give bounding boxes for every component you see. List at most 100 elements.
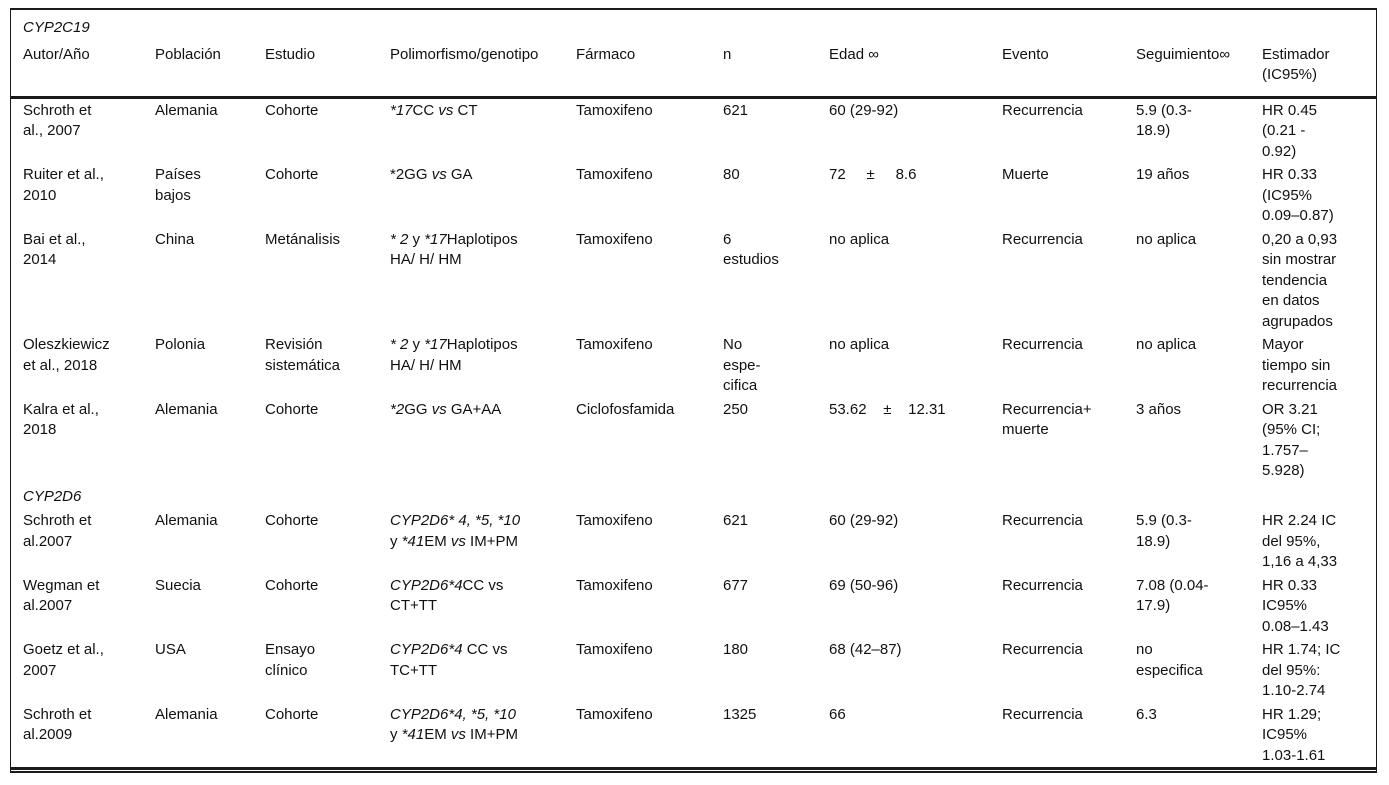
table-row: Schroth et al.2009 Alemania Cohorte CYP2D6*… (11, 702, 1376, 770)
cell-estudio: Cohorte (265, 702, 390, 770)
cell-n: 1325 (723, 702, 829, 770)
cell-evento: Recurrencia+ muerte (1002, 400, 1092, 439)
cell-farmaco: Tamoxifeno (576, 512, 653, 529)
cell-autor: Goetz et al., 2007 (23, 641, 104, 679)
cell-autor: Kalra et al., 2018 (23, 400, 99, 439)
cell-edad: 66 (829, 702, 1002, 770)
cell-evento: Recurrencia (1002, 702, 1136, 770)
cell-n: No espe- cifica (723, 336, 761, 394)
column-header-estimador: Estimador (IC95%) (1262, 42, 1376, 99)
cell-autor: Schroth et al.2007 (23, 512, 92, 550)
cell-seguimiento: no aplica (1136, 336, 1197, 353)
cell-seguimiento: 5.9 (0.3- 18.9) (1136, 101, 1192, 140)
table-row: Oleszkiewicz et al., 2018 Polonia Revisión… (11, 333, 1376, 398)
cell-polimorfismo: *17CC vs CT (390, 101, 478, 119)
cell-estimador: OR 3.21 (95% CI; 1.757– 5.928) (1262, 400, 1321, 480)
gene-section-label: CYP2D6 (23, 487, 82, 505)
cell-polimorfismo: CYP2D6*4CC vs CT+TT (390, 576, 504, 615)
cell-polimorfismo: * 2 y *17Haplotipos HA/ H/ HM (390, 230, 518, 269)
cell-evento: Recurrencia (1002, 512, 1083, 529)
cell-n: 250 (723, 400, 749, 418)
cell-autor: Oleszkiewicz et al., 2018 (23, 336, 110, 374)
cell-evento: Recurrencia (1002, 576, 1083, 594)
cell-edad: 60 (29-92) (829, 101, 899, 119)
cell-farmaco: Ciclofosfamida (576, 400, 675, 418)
cell-n: 677 (723, 576, 749, 594)
cell-n: 621 (723, 101, 749, 119)
cell-estimador: HR 0.45 (0.21 - 0.92) (1262, 101, 1318, 160)
cell-autor: Wegman et al.2007 (23, 576, 100, 615)
cell-polimorfismo: * 2 y *17Haplotipos HA/ H/ HM (390, 336, 518, 374)
table-row: Kalra et al., 2018 Alemania Cohorte *2GG vs… (11, 398, 1376, 483)
cell-estimador: HR 0.33 (IC95% 0.09–0.87) (1262, 166, 1334, 224)
cell-poblacion: Suecia (155, 576, 201, 594)
cell-poblacion: Alemania (155, 400, 218, 418)
cell-seguimiento: 6.3 (1136, 702, 1262, 770)
cell-edad: 69 (50-96) (829, 576, 899, 594)
cell-n: 80 (723, 166, 740, 183)
cell-estudio: Cohorte (265, 101, 319, 119)
column-header-polimorfismo: Polimorfismo/genotipo (390, 42, 576, 99)
table-row: Goetz et al., 2007 USA Ensayo clínico CYP2D… (11, 638, 1376, 703)
cell-estimador: HR 2.24 IC del 95%, 1,16 a 4,33 (1262, 512, 1338, 570)
column-header-seguimiento: Seguimiento∞ (1136, 42, 1262, 99)
cell-estimador: HR 1.29; IC95% 1.03-1.61 (1262, 702, 1376, 770)
cell-seguimiento: 19 años (1136, 166, 1190, 183)
cell-poblacion: Polonia (155, 336, 206, 353)
table-row: Schroth et al., 2007 Alemania Cohorte *17CC… (11, 97, 1376, 163)
cell-n: 6 estudios (723, 230, 779, 269)
cell-estudio: Cohorte (265, 576, 319, 594)
gene-section-label: CYP2C19 (23, 19, 90, 36)
cell-farmaco: Tamoxifeno (576, 166, 653, 183)
cell-estudio: Cohorte (265, 166, 319, 183)
column-header-n: n (723, 42, 829, 99)
cell-estudio: Metánalisis (265, 230, 341, 248)
cell-edad: 60 (29-92) (829, 512, 899, 529)
cell-evento: Recurrencia (1002, 230, 1083, 248)
table-row: Ruiter et al., 2010 Países bajos Cohorte *2… (11, 163, 1376, 228)
studies-table: CYP2C19 Autor/Año Población Estudio Polimorf… (11, 10, 1376, 770)
cell-polimorfismo: CYP2D6* 4, *5, *10 y *41EM vs IM+PM (390, 512, 521, 550)
studies-table-frame: CYP2C19 Autor/Año Población Estudio Polimorf… (10, 8, 1377, 773)
cell-n: 180 (723, 641, 749, 658)
gene-section-row: CYP2C19 (11, 10, 1376, 43)
cell-autor: Bai et al., 2014 (23, 230, 86, 269)
cell-poblacion: Alemania (155, 101, 218, 119)
cell-farmaco: Tamoxifeno (576, 576, 653, 594)
cell-estimador: Mayor tiempo sin recurrencia (1262, 336, 1338, 394)
cell-poblacion: Alemania (155, 512, 218, 529)
cell-estudio: Ensayo clínico (265, 641, 316, 679)
cell-edad: 72 ± 8.6 (829, 166, 917, 183)
table-row: Bai et al., 2014 China Metánalisis * 2 y *1… (11, 228, 1376, 334)
column-header-autor: Autor/Año (11, 42, 155, 99)
cell-evento: Recurrencia (1002, 336, 1083, 353)
cell-estudio: Cohorte (265, 400, 319, 418)
cell-polimorfismo: CYP2D6*4 CC vs TC+TT (390, 641, 508, 679)
cell-edad: 53.62 ± 12.31 (829, 400, 946, 418)
cell-estimador: HR 1.74; IC del 95%: 1.10-2.74 (1262, 641, 1341, 699)
cell-seguimiento: 3 años (1136, 400, 1182, 418)
cell-edad: 68 (42–87) (829, 641, 902, 658)
cell-evento: Muerte (1002, 166, 1049, 183)
cell-poblacion: Alemania (155, 702, 265, 770)
cell-estudio: Cohorte (265, 512, 319, 529)
table-header: CYP2C19 Autor/Año Población Estudio Polimorf… (11, 10, 1376, 99)
cell-n: 621 (723, 512, 749, 529)
gene-section-row: CYP2D6 (11, 483, 1376, 510)
cell-autor: Ruiter et al., 2010 (23, 166, 104, 204)
cell-seguimiento: 5.9 (0.3- 18.9) (1136, 512, 1192, 550)
cell-evento: Recurrencia (1002, 101, 1083, 119)
cell-edad: no aplica (829, 230, 890, 248)
cell-poblacion: USA (155, 641, 186, 658)
cell-estimador: 0,20 a 0,93 sin mostrar tendencia en dat… (1262, 230, 1338, 330)
cell-farmaco: Tamoxifeno (576, 101, 653, 119)
cell-farmaco: Tamoxifeno (576, 336, 653, 353)
cell-seguimiento: 7.08 (0.04- 17.9) (1136, 576, 1209, 615)
column-header-estudio: Estudio (265, 42, 390, 99)
cell-estimador: HR 0.33 IC95% 0.08–1.43 (1262, 576, 1329, 635)
cell-polimorfismo: *2GG vs GA (390, 166, 473, 183)
cell-polimorfismo: *2GG vs GA+AA (390, 400, 502, 418)
table-body: Schroth et al., 2007 Alemania Cohorte *17CC… (11, 97, 1376, 770)
column-header-edad: Edad ∞ (829, 42, 1002, 99)
